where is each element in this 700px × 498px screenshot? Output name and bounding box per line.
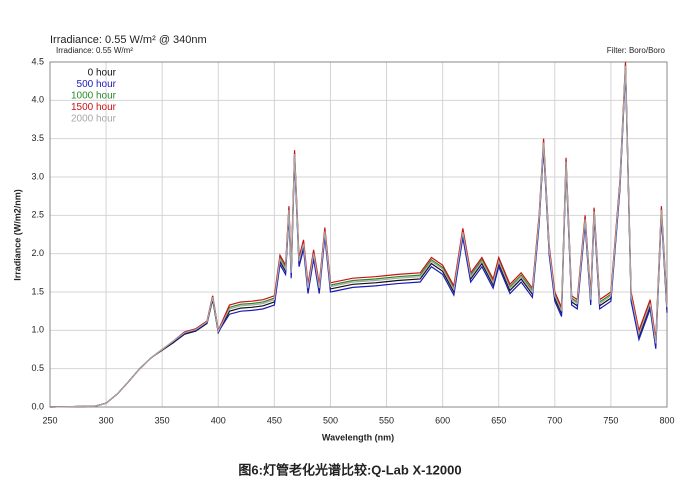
x-tick-label: 500: [323, 415, 338, 425]
chart-title: Irradiance: 0.55 W/m² @ 340nm: [50, 34, 207, 46]
x-tick-label: 250: [42, 415, 57, 425]
legend-label: 1500 hour: [71, 102, 117, 113]
y-tick-label: 2.5: [31, 210, 44, 220]
caption: 图6:灯管老化光谱比较:Q-Lab X-12000: [238, 462, 461, 477]
plot-frame: [49, 61, 668, 408]
x-tick-label: 400: [211, 415, 226, 425]
y-tick-label: 1.0: [31, 325, 44, 335]
x-tick-label: 700: [547, 415, 562, 425]
x-tick-label: 600: [435, 415, 450, 425]
legend-label: 0 hour: [88, 68, 117, 79]
y-tick-label: 1.5: [31, 286, 44, 296]
legend-label: 1000 hour: [71, 91, 117, 102]
x-tick-label: 650: [491, 415, 506, 425]
y-tick-label: 4.5: [31, 56, 44, 66]
legend-label: 2000 hour: [71, 114, 117, 125]
annotation: Filter: Boro/Boro: [607, 46, 666, 55]
x-tick-label: 550: [379, 415, 394, 425]
y-tick-label: 0.0: [31, 401, 44, 411]
series-line: [49, 61, 668, 408]
chart-subtitle: Irradiance: 0.55 W/m²: [56, 46, 133, 55]
x-axis-label: Wavelength (nm): [322, 432, 394, 442]
y-tick-label: 0.5: [31, 363, 44, 373]
x-tick-label: 450: [267, 415, 282, 425]
x-tick-label: 750: [603, 415, 618, 425]
series-line: [49, 68, 668, 408]
series-line: [49, 65, 668, 408]
y-axis-label: Irradiance (W/m2/nm): [12, 189, 22, 281]
x-tick-label: 800: [659, 415, 674, 425]
legend-label: 500 hour: [77, 79, 117, 90]
y-tick-label: 2.0: [31, 248, 44, 258]
series-line: [49, 71, 668, 408]
x-tick-label: 300: [99, 415, 114, 425]
series-line: [49, 64, 668, 408]
y-tick-label: 3.5: [31, 133, 44, 143]
y-tick-label: 3.0: [31, 171, 44, 181]
x-tick-label: 350: [155, 415, 170, 425]
y-tick-label: 4.0: [31, 95, 44, 105]
